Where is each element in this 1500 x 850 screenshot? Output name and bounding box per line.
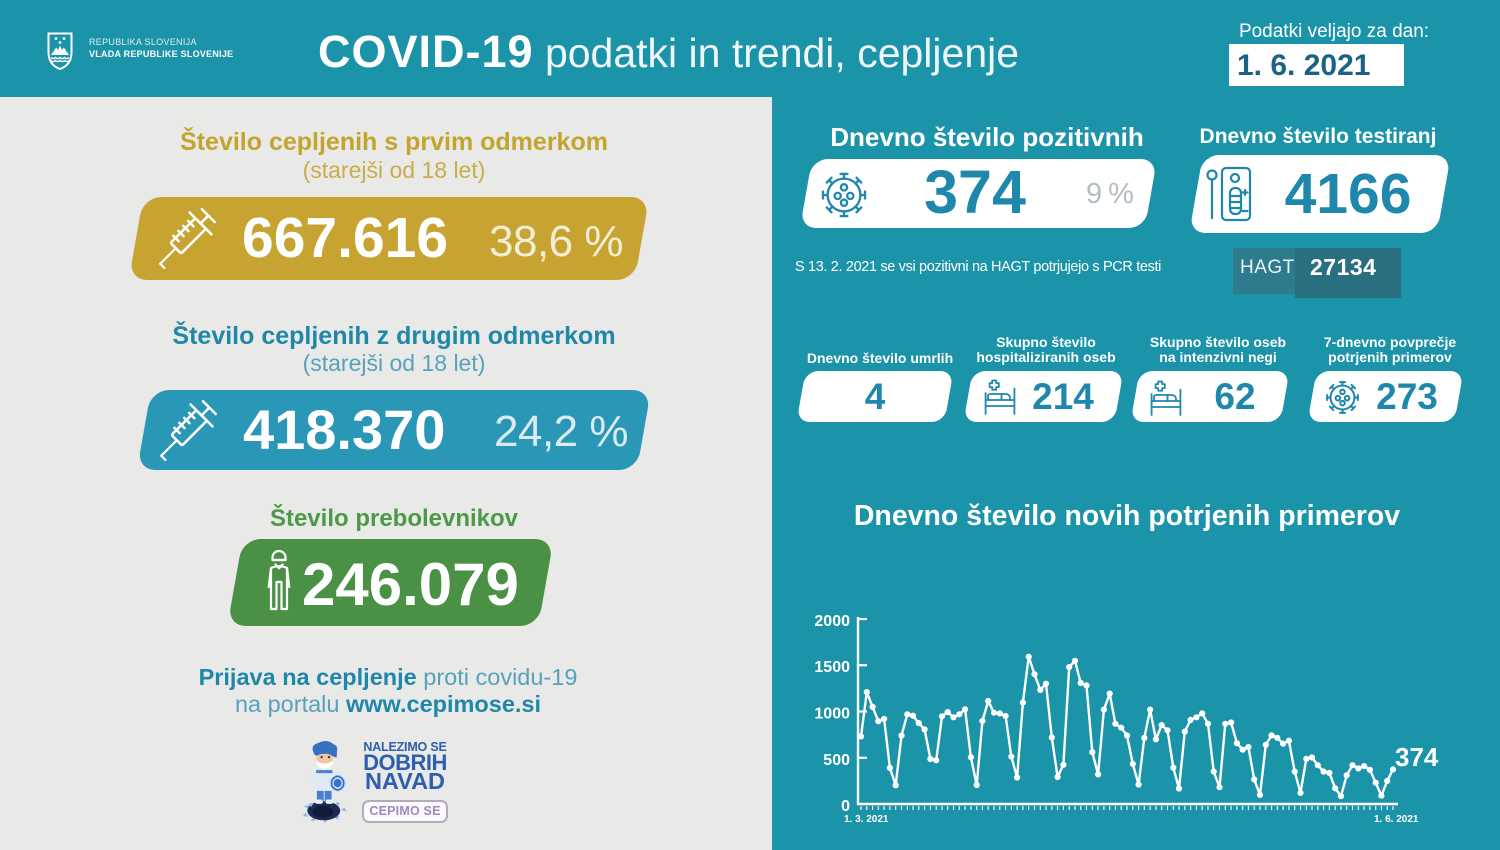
svg-text:1. 3. 2021: 1. 3. 2021 <box>844 814 889 825</box>
svg-text:2000: 2000 <box>814 613 850 630</box>
svg-text:0: 0 <box>841 798 850 815</box>
svg-text:1500: 1500 <box>814 659 850 676</box>
svg-text:1. 6. 2021: 1. 6. 2021 <box>1374 814 1419 825</box>
svg-text:1000: 1000 <box>814 706 850 723</box>
svg-text:500: 500 <box>823 752 850 769</box>
